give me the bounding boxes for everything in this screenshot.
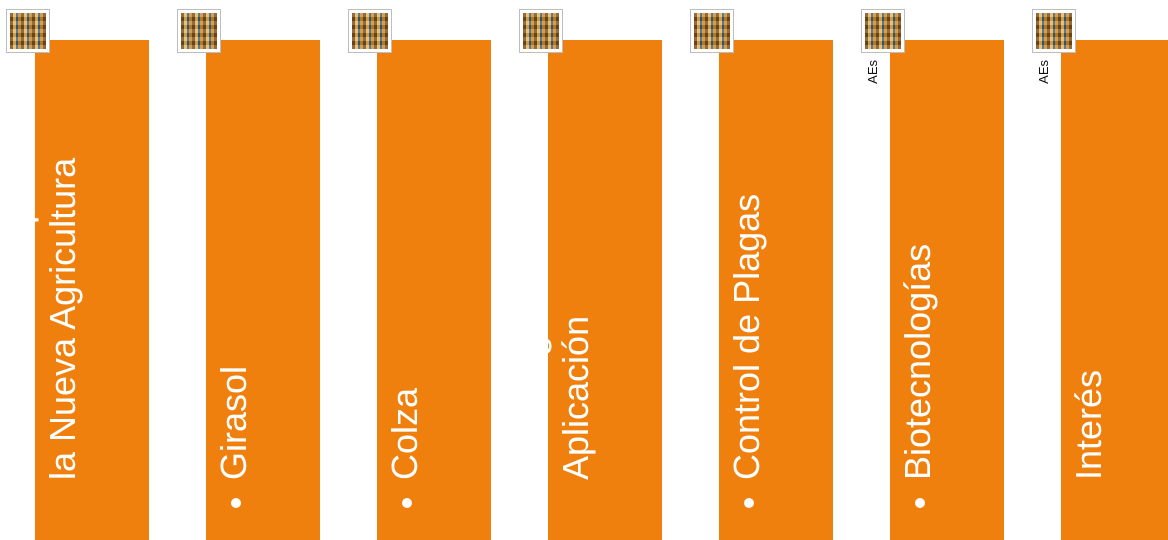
- slide-column[interactable]: Girasol: [178, 0, 320, 540]
- slide-panel[interactable]: Biotecnologías: [890, 40, 1004, 540]
- slide-caption: [524, 60, 546, 220]
- slide-title-line2: Aplicación: [555, 315, 596, 480]
- slide-title-line2: Interés: [1068, 369, 1109, 480]
- slide-title-line1: Girasol: [213, 365, 254, 480]
- slide-panel[interactable]: Sustentabilidad para la Nueva Agricultura: [35, 40, 149, 540]
- slide-panel[interactable]: Tecnologías de Aplicación: [548, 40, 662, 540]
- slide-bullet-text: Tecnologías de Aplicación: [548, 40, 598, 508]
- slide-caption-label: AEs: [1037, 60, 1052, 84]
- slide-column[interactable]: AEs Biotecnologías: [862, 0, 1004, 540]
- slide-caption: Areas Estratégicas: [11, 60, 33, 220]
- thumbnail-image-icon[interactable]: [7, 10, 49, 52]
- thumbnail-image-icon[interactable]: [862, 10, 904, 52]
- slide-panel[interactable]: Girasol: [206, 40, 320, 540]
- slide-column[interactable]: Colza: [349, 0, 491, 540]
- slide-panel[interactable]: Otros Temas de Interés: [1061, 40, 1168, 540]
- thumbnail-image-icon[interactable]: [691, 10, 733, 52]
- slide-caption: [695, 60, 717, 220]
- slide-panel[interactable]: Control de Plagas: [719, 40, 833, 540]
- bullet-icon: [231, 498, 242, 508]
- slide-title-line1: Otros Temas de: [1061, 226, 1065, 480]
- slide-title-line1: Biotecnologías: [897, 243, 938, 480]
- slide-caption-label: AEs: [866, 60, 881, 84]
- slide-caption: [353, 60, 375, 220]
- slide-bullet-text: Girasol: [212, 40, 256, 508]
- bullet-icon: [402, 498, 413, 508]
- slide-bullet-text: Sustentabilidad para la Nueva Agricultura: [35, 40, 85, 508]
- slide-column[interactable]: Control de Plagas: [691, 0, 833, 540]
- slide-title-line1: Colza: [384, 387, 425, 480]
- slide-caption: [182, 60, 204, 220]
- thumbnail-image-icon[interactable]: [520, 10, 562, 52]
- slide-bullet-text: Control de Plagas: [725, 40, 769, 508]
- bullet-icon: [915, 498, 926, 508]
- thumbnail-image-icon[interactable]: [1033, 10, 1075, 52]
- slide-bullet-text: Colza: [383, 40, 427, 508]
- thumbnail-image-icon[interactable]: [349, 10, 391, 52]
- slide-column[interactable]: Areas EstratégicasSustentabilidad parala…: [7, 0, 149, 540]
- slide-caption: AEs: [866, 60, 888, 220]
- slide-column[interactable]: AEs Otros Temas de Interés: [1033, 0, 1168, 540]
- slide-title-line1: Control de Plagas: [726, 193, 767, 480]
- slide-column[interactable]: Tecnologías de Aplicación: [520, 0, 662, 540]
- slide-bullet-text: Biotecnologías: [896, 40, 940, 508]
- slide-title-line2: la Nueva Agricultura: [42, 157, 83, 480]
- slide-title-line1: Tecnologías de: [548, 237, 552, 480]
- thumbnail-image-icon[interactable]: [178, 10, 220, 52]
- bullet-icon: [744, 498, 755, 508]
- slide-bullet-text: Otros Temas de Interés: [1061, 40, 1111, 508]
- slide-title-line1: Sustentabilidad para: [35, 151, 39, 480]
- slide-panel[interactable]: Colza: [377, 40, 491, 540]
- slide-caption: AEs: [1037, 60, 1059, 220]
